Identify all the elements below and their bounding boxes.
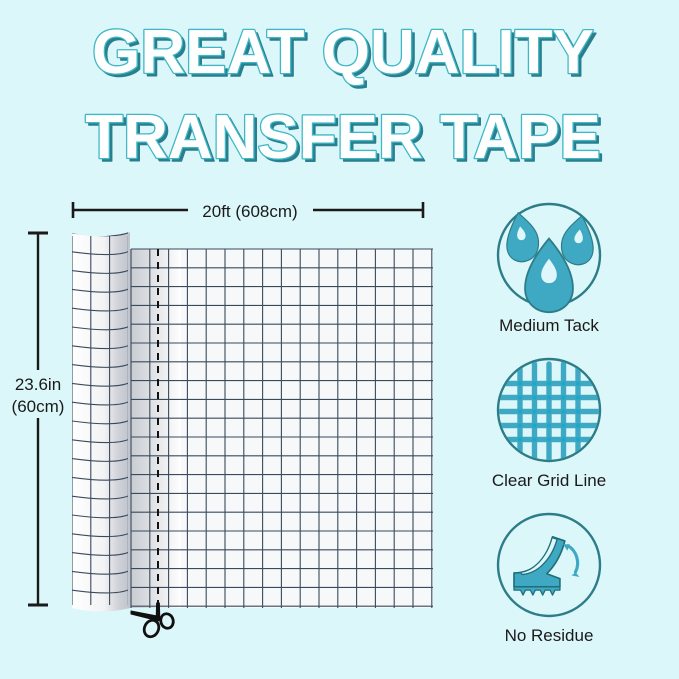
svg-text:Medium Tack: Medium Tack: [499, 316, 599, 335]
svg-text:Clear Grid Line: Clear Grid Line: [492, 471, 606, 490]
svg-text:No Residue: No Residue: [505, 626, 594, 645]
